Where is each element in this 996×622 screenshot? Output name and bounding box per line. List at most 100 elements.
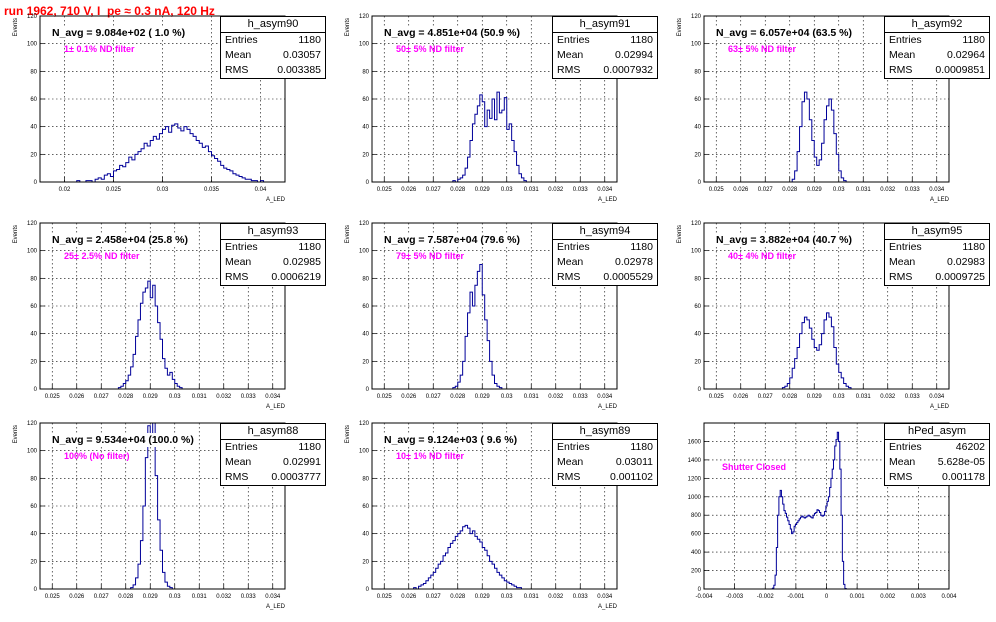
x-tick-label: 0.028 — [118, 394, 134, 400]
histogram-bin — [827, 106, 829, 182]
histogram-bin — [507, 129, 509, 182]
histogram-bin — [145, 288, 147, 389]
histogram-pad: 0.025 0.026 0.027 0.028 0.029 0.03 0.031 0.032 0… — [0, 215, 330, 422]
stats-label: Mean — [225, 49, 252, 61]
plot-frame — [39, 422, 286, 590]
histogram-bin — [458, 382, 460, 389]
stats-label: Entries — [889, 441, 922, 453]
x-tick-label: 0.033 — [905, 187, 921, 193]
histogram-bin — [460, 178, 462, 182]
histogram-bin — [178, 128, 181, 182]
y-tick-label: 100 — [691, 42, 702, 48]
histogram-bin — [165, 368, 167, 389]
histogram-bin — [167, 375, 169, 389]
histogram-name: hPed_asym — [885, 424, 989, 440]
x-tick-label: 0.031 — [524, 187, 540, 193]
stats-value: 0.02983 — [947, 256, 985, 268]
x-tick-label: 0.034 — [265, 394, 281, 400]
histogram-bin — [138, 564, 140, 589]
histogram-bin — [774, 585, 775, 589]
x-tick-label: 0.031 — [524, 394, 540, 400]
histogram-bin — [132, 160, 135, 182]
histogram-bin — [239, 176, 242, 182]
y-tick-label: 20 — [362, 152, 369, 158]
y-tick-label: 40 — [30, 125, 37, 131]
n-avg-text: N_avg = 9.124e+03 ( 9.6 %) — [381, 433, 521, 447]
histogram-bin — [806, 517, 807, 589]
stats-value: 0.02994 — [615, 49, 653, 61]
stats-row: Entries 1180 — [553, 240, 657, 255]
stats-label: RMS — [889, 271, 913, 283]
y-axis-label: Events — [345, 18, 351, 36]
histogram-bin — [110, 176, 113, 182]
stats-label: Entries — [889, 34, 922, 46]
histogram-bin — [190, 134, 193, 182]
histogram-bin — [507, 582, 509, 589]
histogram-bin — [156, 139, 159, 182]
x-axis-label: A_LED — [266, 604, 286, 610]
histogram-bin — [509, 124, 511, 182]
x-tick-label: 0.03 — [833, 187, 845, 193]
histogram-bin — [230, 171, 233, 182]
histogram-bin — [509, 583, 511, 589]
n-avg-text: N_avg = 3.882e+04 (40.7 %) — [713, 233, 856, 247]
histogram-bin — [465, 525, 467, 589]
plot-frame — [39, 222, 286, 390]
y-tick-label: 100 — [691, 249, 702, 255]
stats-label: Entries — [225, 34, 258, 46]
histogram-bin — [443, 556, 445, 589]
histogram-bin — [104, 175, 107, 182]
histogram-bin — [107, 174, 110, 182]
histogram-bin — [485, 127, 487, 182]
y-tick-label: 120 — [27, 14, 38, 20]
histogram-bin — [472, 531, 474, 589]
histogram-bin — [463, 175, 465, 182]
x-tick-label: 0.029 — [475, 187, 491, 193]
histogram-pad: 0.025 0.026 0.027 0.028 0.029 0.03 0.031 0.032 0… — [0, 415, 330, 622]
histogram-bin — [495, 568, 497, 589]
histogram-bin — [819, 160, 821, 182]
x-tick-label: 0.03 — [169, 594, 181, 600]
histogram-bin — [794, 526, 795, 589]
histogram-series — [40, 123, 285, 183]
histogram-bin — [475, 285, 477, 389]
stats-row: RMS 0.0007932 — [553, 63, 657, 78]
histogram-bin — [819, 345, 821, 389]
histogram-bin — [475, 536, 477, 589]
histogram-pad: 0.025 0.026 0.027 0.028 0.029 0.03 0.031 0.032 0… — [332, 215, 662, 422]
histogram-bin — [492, 99, 494, 182]
y-tick-label: 60 — [362, 97, 369, 103]
x-tick-label: -0.004 — [695, 594, 713, 600]
stats-value: 0.0007932 — [603, 64, 653, 76]
y-tick-label: 1400 — [688, 458, 702, 464]
x-tick-label: 0.03 — [501, 594, 513, 600]
histogram-bin — [841, 515, 842, 589]
stats-row: Mean 0.03057 — [221, 48, 325, 63]
stats-row: RMS 0.0009725 — [885, 270, 989, 285]
histogram-bin — [450, 543, 452, 589]
stats-value: 0.0009725 — [935, 271, 985, 283]
histogram-bin — [822, 143, 824, 182]
histogram-bin — [831, 110, 833, 182]
histogram-bin — [218, 161, 221, 182]
x-tick-label: 0.033 — [573, 394, 589, 400]
y-tick-label: 120 — [359, 14, 370, 20]
x-tick-label: 0.034 — [597, 594, 613, 600]
histogram-bin — [465, 336, 467, 389]
x-tick-label: 0.031 — [192, 394, 208, 400]
stats-label: Entries — [557, 441, 590, 453]
histogram-bin — [138, 320, 140, 389]
histogram-bin — [798, 521, 799, 589]
histogram-bin — [233, 174, 236, 182]
histogram-bin — [831, 327, 833, 389]
histogram-bin — [460, 375, 462, 389]
x-tick-label: 0.027 — [758, 187, 774, 193]
stats-value: 0.001178 — [941, 471, 985, 483]
histogram-name: h_asym94 — [553, 224, 657, 240]
histogram-bin — [502, 110, 504, 182]
filter-note: 10± 1% ND filter — [396, 451, 464, 461]
x-tick-label: 0.027 — [758, 394, 774, 400]
stats-label: RMS — [225, 471, 249, 483]
y-tick-label: 20 — [362, 359, 369, 365]
y-tick-label: 0 — [366, 387, 370, 393]
